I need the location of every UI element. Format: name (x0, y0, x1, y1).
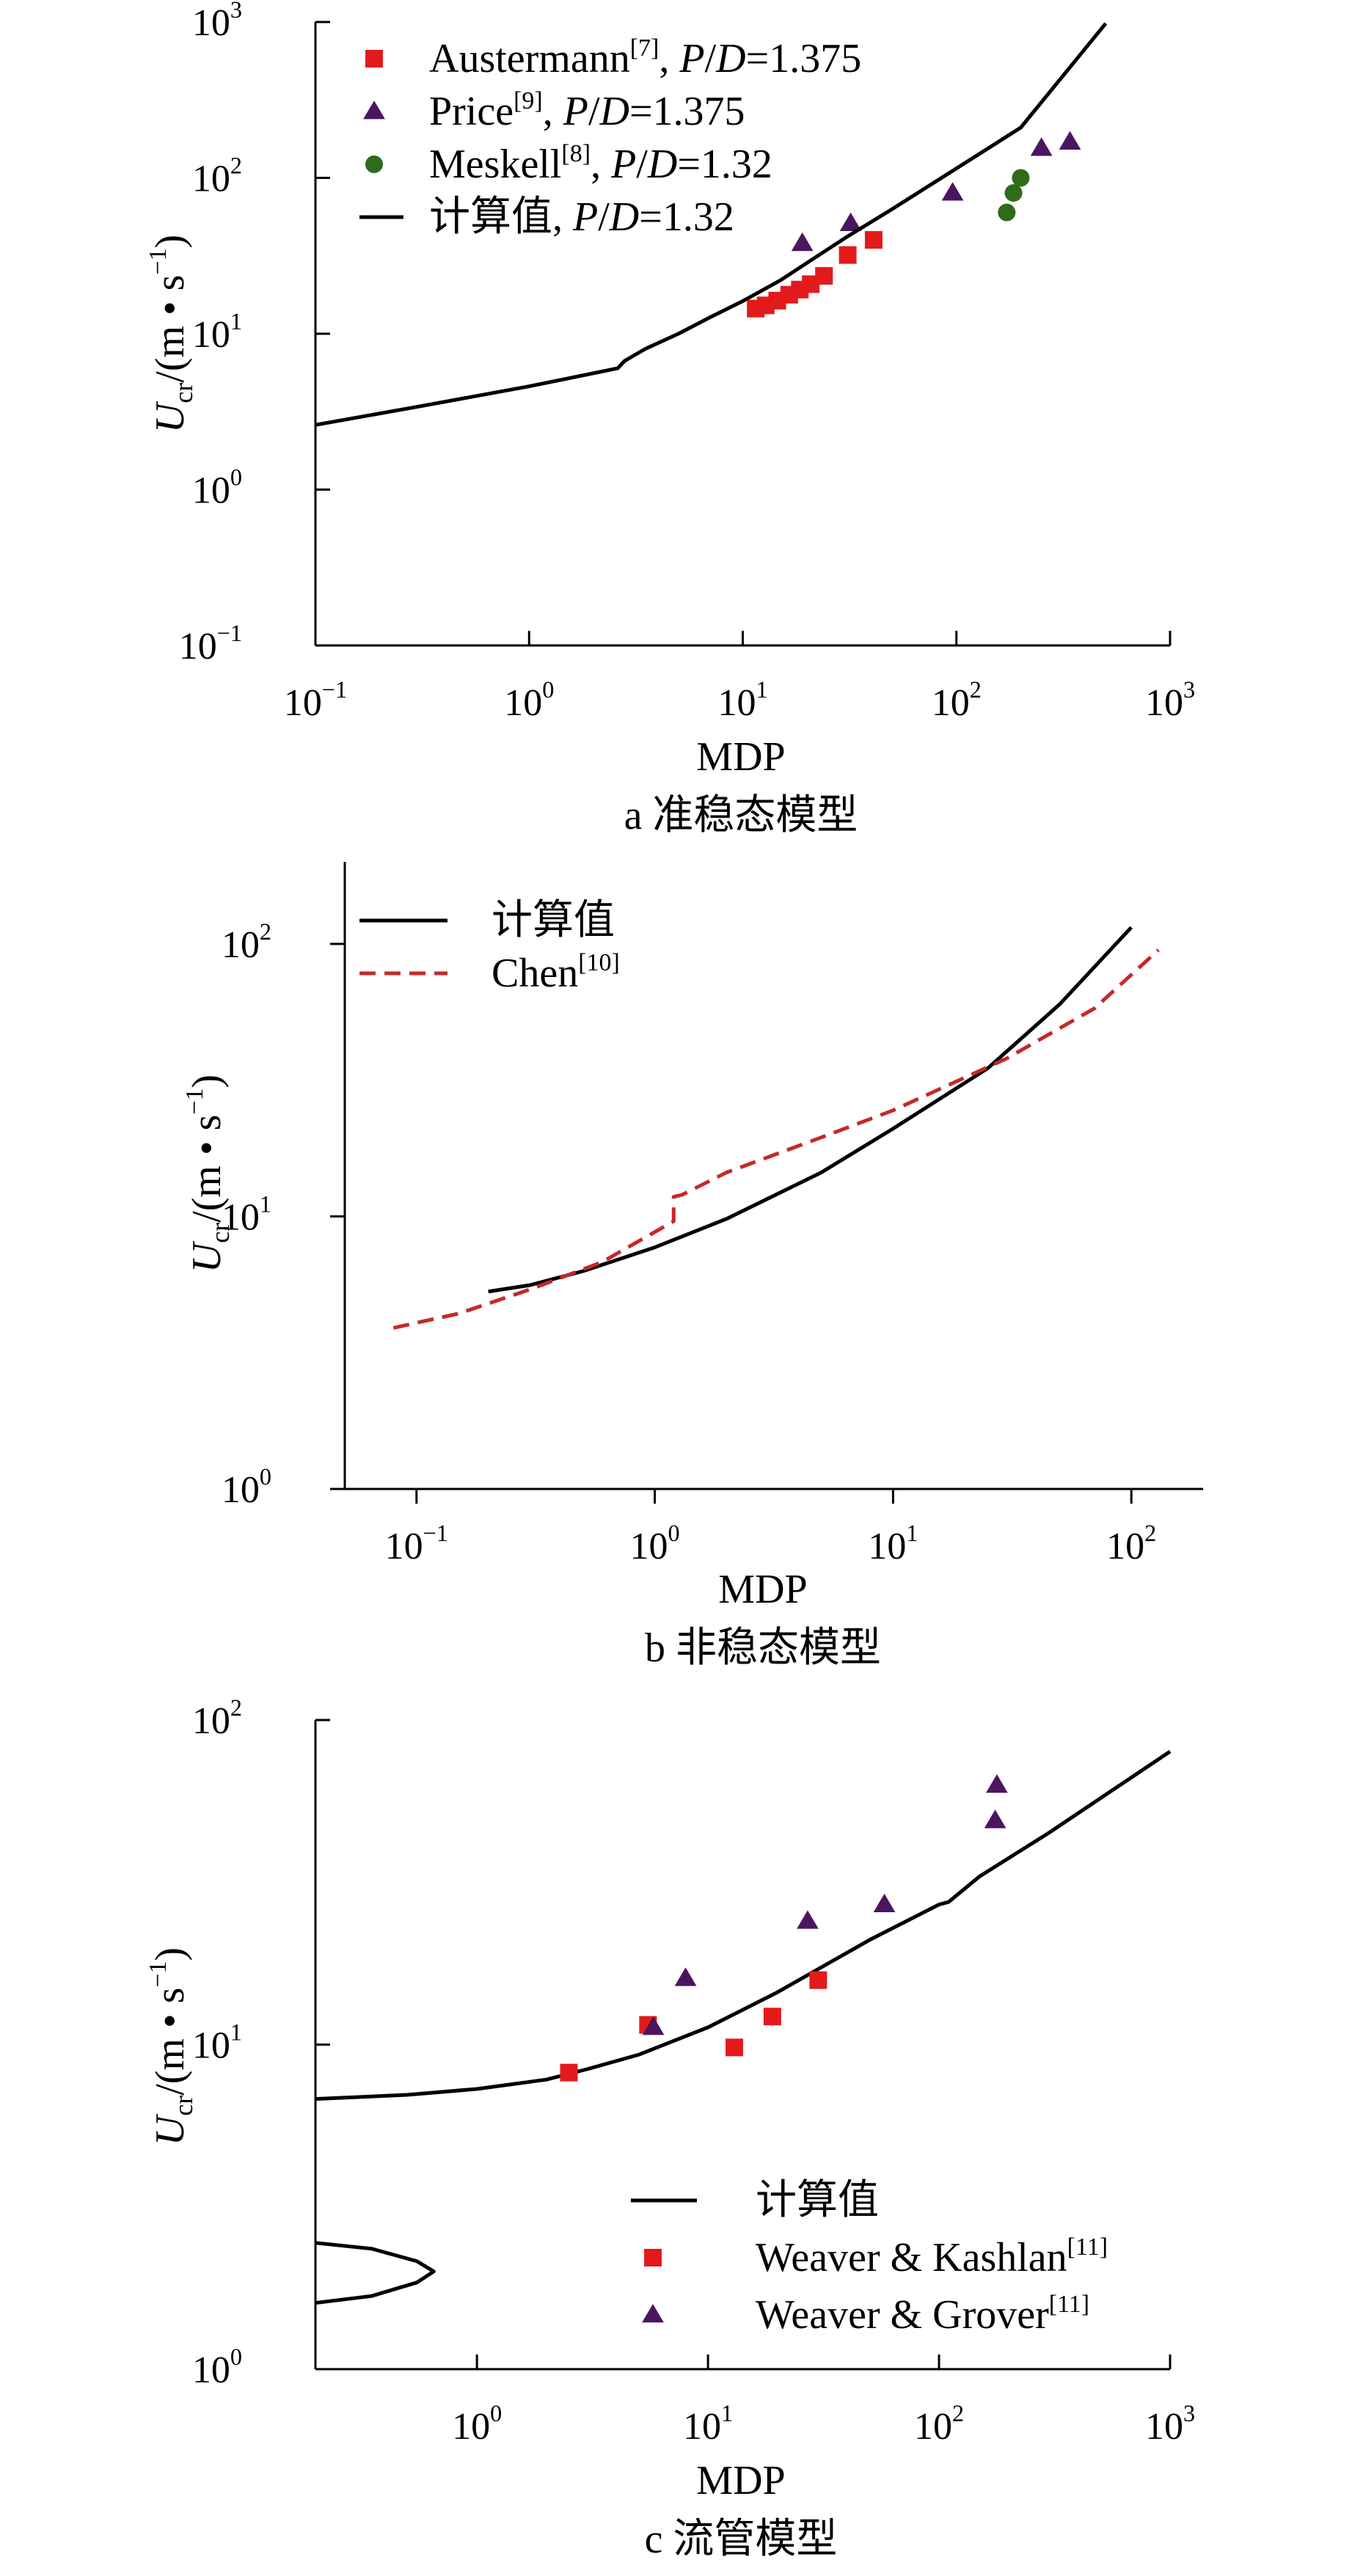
legend-marker (365, 50, 383, 67)
y-tick-label: 101 (192, 308, 242, 356)
series-line (315, 2241, 436, 2305)
panel-caption: c 流管模型 (645, 2517, 838, 2562)
legend-label: 计算值 (492, 898, 615, 943)
legend-marker (365, 155, 383, 173)
data-point (815, 267, 833, 285)
data-point (797, 1910, 819, 1929)
series-1 (747, 231, 883, 318)
x-axis-label: MDP (696, 2458, 785, 2503)
y-tick-label: 103 (192, 0, 242, 44)
legend-label: Meskell[8], P/D=1.32 (429, 140, 772, 187)
data-point (1059, 131, 1081, 150)
panel-caption: a 准稳态模型 (624, 793, 858, 838)
x-tick-label: 100 (452, 2400, 502, 2448)
series-4 (315, 22, 1108, 427)
y-tick-label: 102 (192, 1694, 242, 1742)
data-point (791, 232, 814, 252)
legend-label: 计算值 (756, 2178, 879, 2223)
data-point (839, 212, 862, 232)
y-tick-label: 10−1 (179, 620, 242, 667)
y-tick-label: 101 (192, 2019, 242, 2067)
data-point (941, 182, 964, 201)
chart-panel-2: 10−1 100 101 102 100 101 102 MDP b 非稳态模型 Ucr/(m •… (181, 862, 1203, 1671)
legend-label: Austermann[7], P/D=1.375 (429, 34, 861, 81)
data-point (763, 2008, 781, 2026)
series-2 (315, 2241, 436, 2305)
legend-label: Weaver & Kashlan[11] (756, 2233, 1108, 2280)
legend-label: Weaver & Grover[11] (756, 2291, 1089, 2338)
x-axis-label: MDP (718, 1567, 807, 1612)
legend: 计算值 Weaver & Kashlan[11] Weaver & Grover[1… (631, 2178, 1108, 2338)
x-tick-label: 101 (683, 2400, 733, 2448)
y-axis-label: Ucr/(m • s−1) (145, 1947, 198, 2145)
data-point (864, 231, 883, 249)
x-tick-label: 101 (717, 676, 767, 724)
data-point (998, 203, 1016, 222)
legend-label: Price[9], P/D=1.375 (429, 87, 745, 134)
data-point (838, 246, 857, 264)
series-1 (315, 1749, 1172, 2101)
series-4 (642, 1774, 1008, 2035)
data-point (986, 1774, 1008, 1793)
data-point (725, 2038, 743, 2057)
y-tick-label: 100 (192, 2343, 242, 2391)
legend-marker (363, 100, 385, 120)
y-tick-label: 100 (222, 1463, 271, 1511)
x-tick-label: 103 (1145, 676, 1195, 724)
legend-marker (642, 2304, 664, 2323)
x-tick-label: 103 (1145, 2400, 1195, 2448)
legend: 计算值 Chen[10] (359, 898, 620, 996)
y-tick-label: 101 (222, 1190, 271, 1238)
data-point (560, 2063, 578, 2082)
series-line (315, 1749, 1172, 2101)
legend: Austermann[7], P/D=1.375 Price[9], P/D=1.… (359, 34, 861, 240)
series-2 (791, 131, 1081, 252)
series-2 (392, 948, 1160, 1330)
x-tick-label: 102 (932, 676, 982, 724)
series-3 (560, 1971, 827, 2082)
x-tick-label: 101 (868, 1520, 918, 1567)
legend-label: 计算值, P/D=1.32 (429, 194, 734, 240)
y-tick-label: 100 (192, 464, 242, 512)
legend-label: Chen[10] (492, 949, 620, 996)
chart-panel-1: 10−1 100 101 102 103 10−1 100 101 102 103 MDP a 准稳态… (145, 0, 1195, 838)
legend-marker (644, 2249, 662, 2266)
data-point (674, 1967, 697, 1986)
series-3 (998, 169, 1030, 222)
data-point (1030, 137, 1053, 156)
x-tick-label: 10−1 (385, 1520, 448, 1567)
x-tick-label: 102 (914, 2400, 964, 2448)
data-point (984, 1810, 1006, 1829)
data-point (873, 1893, 896, 1913)
series-line (392, 948, 1160, 1330)
y-axis-label: Ucr/(m • s−1) (181, 1075, 235, 1273)
data-point (809, 1971, 827, 1989)
y-tick-label: 102 (222, 918, 271, 966)
panel-caption: b 非稳态模型 (645, 1625, 881, 1671)
x-tick-label: 102 (1106, 1520, 1156, 1567)
y-tick-label: 102 (192, 153, 242, 200)
data-point (1012, 169, 1030, 187)
chart-panel-3: 100 101 102 103 100 101 102 MDP c 流管模型 Ucr/(m • s… (145, 1694, 1195, 2562)
series-line (488, 926, 1133, 1294)
series-line (315, 22, 1108, 427)
x-tick-label: 100 (630, 1520, 680, 1567)
data-point (642, 2016, 665, 2035)
series-1 (488, 926, 1133, 1294)
x-tick-label: 10−1 (284, 676, 347, 724)
y-axis-label: Ucr/(m • s−1) (145, 235, 198, 433)
x-tick-label: 100 (504, 676, 554, 724)
x-axis-label: MDP (696, 734, 785, 780)
data-point (1004, 184, 1023, 202)
